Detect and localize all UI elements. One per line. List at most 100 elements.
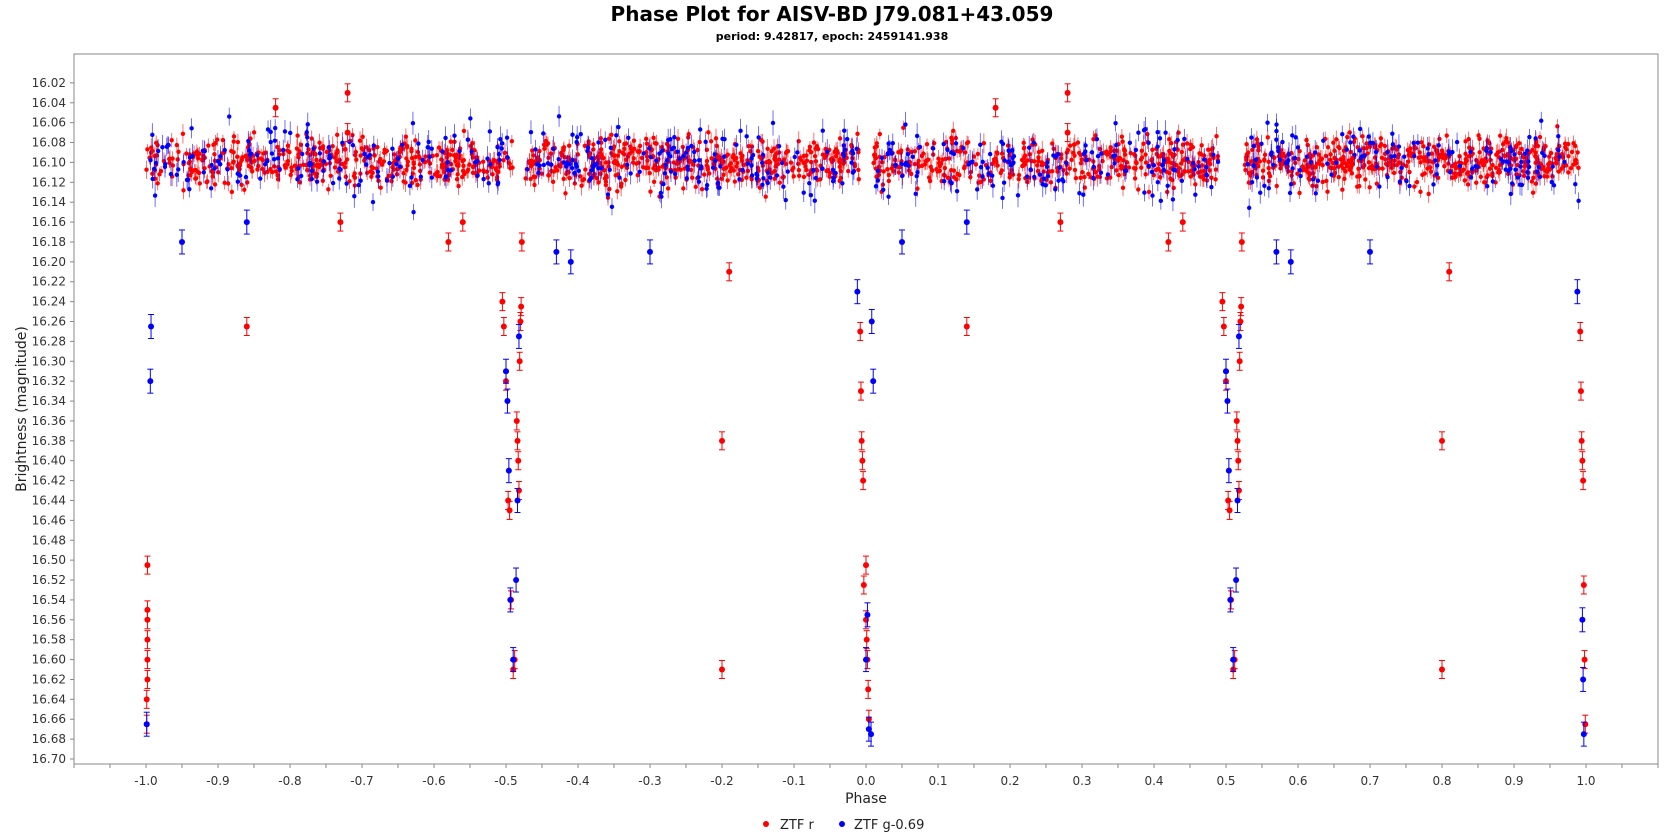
data-point <box>1235 457 1242 464</box>
data-point <box>1273 248 1280 255</box>
data-point <box>863 656 869 663</box>
data-point <box>337 219 344 226</box>
x-tick-label: -0.5 <box>494 774 517 788</box>
data-point <box>553 248 560 255</box>
x-tick-label: 0.9 <box>1504 774 1523 788</box>
y-tick-label: 16.06 <box>32 116 66 130</box>
data-point <box>1580 676 1587 683</box>
data-point <box>518 303 525 310</box>
data-point <box>1220 323 1227 330</box>
x-tick-label: -0.6 <box>422 774 445 788</box>
x-tick-label: 0.5 <box>1216 774 1235 788</box>
data-series <box>143 83 1589 747</box>
data-point <box>144 616 151 623</box>
data-point <box>1439 666 1445 673</box>
data-point <box>868 731 875 738</box>
chart-subtitle: period: 9.42817, epoch: 2459141.938 <box>716 30 949 43</box>
y-tick-label: 16.02 <box>32 76 66 90</box>
data-point <box>1579 457 1586 464</box>
y-tick-label: 16.54 <box>32 593 66 607</box>
data-point <box>868 318 875 325</box>
data-point <box>143 696 150 703</box>
y-tick-label: 16.18 <box>32 235 66 249</box>
y-tick-label: 16.40 <box>32 454 66 468</box>
y-tick-label: 16.24 <box>32 295 66 309</box>
data-point <box>1225 467 1232 474</box>
data-point <box>516 358 523 365</box>
x-tick-label: 0.6 <box>1288 774 1307 788</box>
data-point <box>1580 731 1587 738</box>
data-point <box>1287 258 1294 265</box>
data-point <box>1580 582 1587 588</box>
data-point <box>1574 288 1581 295</box>
data-point <box>719 666 725 673</box>
data-point <box>1165 238 1172 245</box>
x-tick-label: -0.9 <box>206 774 229 788</box>
data-point <box>144 562 151 569</box>
data-point <box>144 636 151 643</box>
data-point <box>1230 656 1237 663</box>
data-point <box>515 457 522 464</box>
data-point <box>143 721 150 728</box>
data-point <box>1238 238 1245 245</box>
x-tick-label: 0.1 <box>928 774 947 788</box>
y-tick-label: 16.44 <box>32 493 66 507</box>
dense-data-cloud <box>144 105 1581 221</box>
data-point <box>1577 328 1584 335</box>
x-tick-label: -0.1 <box>782 774 805 788</box>
data-point <box>1064 89 1071 96</box>
data-point <box>992 104 999 111</box>
data-point <box>503 368 509 375</box>
data-point <box>865 726 872 733</box>
data-point <box>567 258 574 265</box>
data-point <box>1579 616 1586 623</box>
chart-title: Phase Plot for AISV-BD J79.081+43.059 <box>611 2 1054 26</box>
data-point <box>1439 437 1445 444</box>
data-point <box>272 104 279 111</box>
x-tick-label: -0.2 <box>710 774 733 788</box>
y-tick-label: 16.12 <box>32 175 66 189</box>
data-point <box>1577 388 1584 395</box>
y-tick-label: 16.16 <box>32 215 66 229</box>
y-tick-label: 16.26 <box>32 315 66 329</box>
data-point <box>963 219 970 226</box>
data-point <box>243 323 250 330</box>
y-tick-label: 16.20 <box>32 255 66 269</box>
data-point <box>1225 497 1232 504</box>
data-point <box>857 328 864 335</box>
data-point <box>1237 318 1244 325</box>
data-point <box>719 437 725 444</box>
y-tick-label: 16.30 <box>32 354 66 368</box>
data-point <box>1223 368 1229 375</box>
data-point <box>144 656 151 663</box>
y-tick-label: 16.34 <box>32 394 66 408</box>
x-tick-label: 1.0 <box>1576 774 1595 788</box>
data-point <box>148 323 155 330</box>
data-point <box>513 417 520 424</box>
y-axis: 16.02 16.04 16.06 16.08 16.10 16.12 16.14 16.16… <box>32 76 74 766</box>
data-point <box>899 238 905 245</box>
data-point <box>147 378 154 385</box>
y-tick-label: 16.68 <box>32 732 66 746</box>
legend-label-ztf-r: ZTF r <box>780 818 814 833</box>
data-point <box>459 219 466 226</box>
x-tick-label: 0.0 <box>856 774 875 788</box>
data-point <box>514 497 521 504</box>
data-point <box>144 606 151 613</box>
data-point <box>870 378 877 385</box>
data-point <box>514 437 521 444</box>
data-point <box>1580 477 1587 484</box>
y-tick-label: 16.08 <box>32 136 66 150</box>
legend-label-ztf-g: ZTF g-0.69 <box>854 818 924 833</box>
data-point <box>243 219 250 226</box>
data-point <box>144 676 151 683</box>
data-point <box>726 268 733 275</box>
y-tick-label: 16.32 <box>32 374 66 388</box>
x-tick-label: 0.3 <box>1072 774 1091 788</box>
y-tick-label: 16.62 <box>32 672 66 686</box>
series-ztf-g <box>143 209 1587 747</box>
data-point <box>647 248 653 255</box>
data-point <box>1057 219 1064 226</box>
data-point <box>1219 298 1226 305</box>
